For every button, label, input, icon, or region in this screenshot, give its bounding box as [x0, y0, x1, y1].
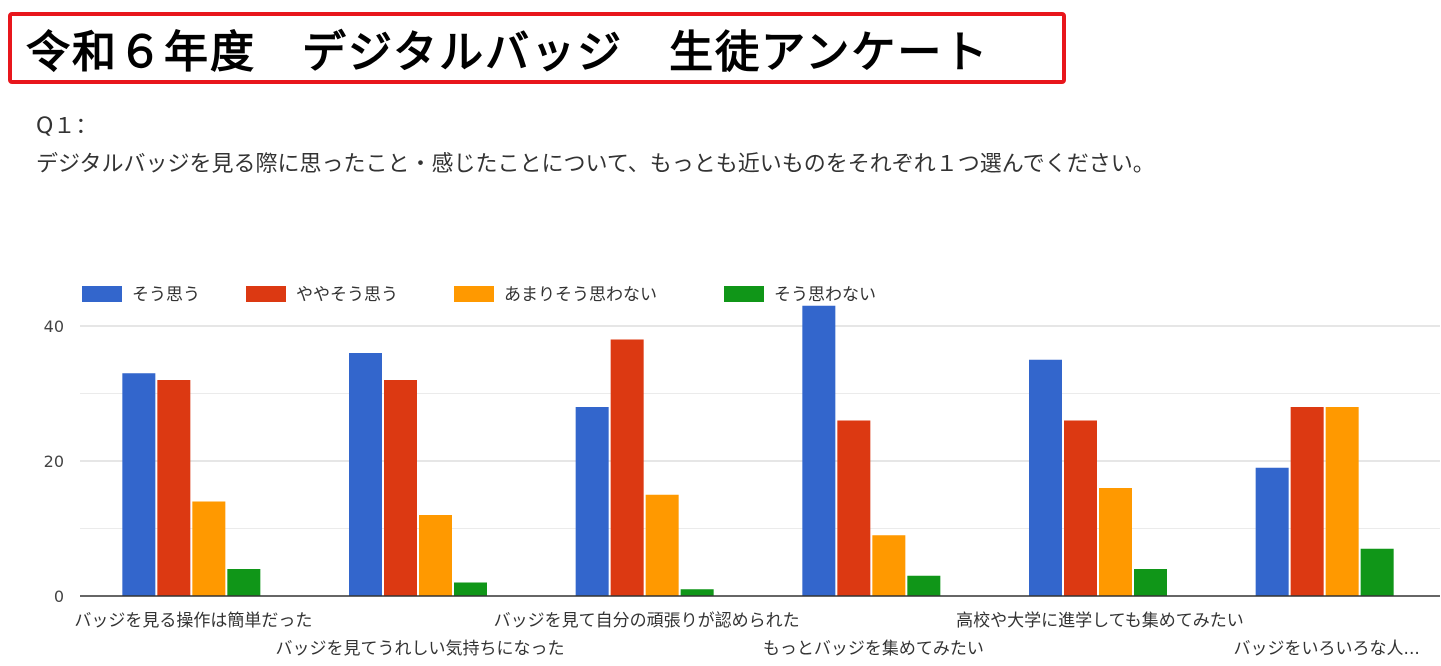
legend-swatch: [246, 286, 286, 302]
y-tick-label: 20: [44, 452, 64, 471]
bar: [1134, 569, 1167, 596]
y-tick-label: 40: [44, 317, 64, 336]
legend-label: そう思わない: [774, 285, 876, 305]
bar: [454, 582, 487, 596]
bar: [1099, 488, 1132, 596]
legend-swatch: [724, 286, 764, 302]
grid-layer: [80, 325, 1440, 529]
x-category-label: バッジを見てうれしい気持ちになった: [276, 639, 565, 659]
bar: [680, 589, 714, 596]
question-label: Q１：: [36, 114, 98, 139]
page-title: 令和６年度 デジタルバッジ 生徒アンケート: [26, 27, 990, 78]
bar: [575, 407, 609, 596]
legend-label: そう思う: [132, 285, 200, 305]
bar: [907, 575, 941, 596]
bar: [227, 569, 261, 596]
bar: [645, 494, 679, 596]
bars-layer: [122, 305, 1394, 596]
question-text: デジタルバッジを見る際に思ったこと・感じたことについて、もっとも近いものをそれぞ…: [36, 152, 1155, 177]
title-box: 令和６年度 デジタルバッジ 生徒アンケート: [8, 12, 1066, 84]
bar: [802, 305, 836, 596]
bar: [1029, 359, 1062, 596]
bar: [1325, 407, 1359, 596]
legend-swatch: [82, 286, 122, 302]
bar: [1064, 420, 1097, 596]
x-category-label: 高校や大学に進学しても集めてみたい: [956, 611, 1244, 631]
bar: [837, 420, 871, 596]
bar: [349, 353, 382, 596]
bar: [419, 515, 452, 596]
x-category-label: バッジを見る操作は簡単だった: [74, 611, 312, 631]
bar: [122, 373, 156, 596]
x-category-label: もっとバッジを集めてみたい: [763, 639, 984, 659]
legend-swatch: [454, 286, 494, 302]
bar: [384, 380, 417, 596]
bar: [1360, 548, 1394, 596]
bar: [1255, 467, 1289, 596]
bar: [872, 535, 906, 596]
x-category-label: バッジをいろいろな人...: [1234, 639, 1420, 659]
bar: [192, 501, 226, 596]
legend-label: ややそう思う: [296, 285, 398, 305]
bar: [610, 339, 644, 596]
bar: [1290, 407, 1324, 596]
y-tick-label: 0: [54, 587, 64, 606]
legend: そう思う ややそう思う あまりそう思わない そう思わない: [82, 285, 876, 305]
bar: [157, 380, 191, 596]
x-category-label: バッジを見て自分の頑張りが認められた: [494, 611, 800, 631]
legend-label: あまりそう思わない: [504, 285, 657, 305]
